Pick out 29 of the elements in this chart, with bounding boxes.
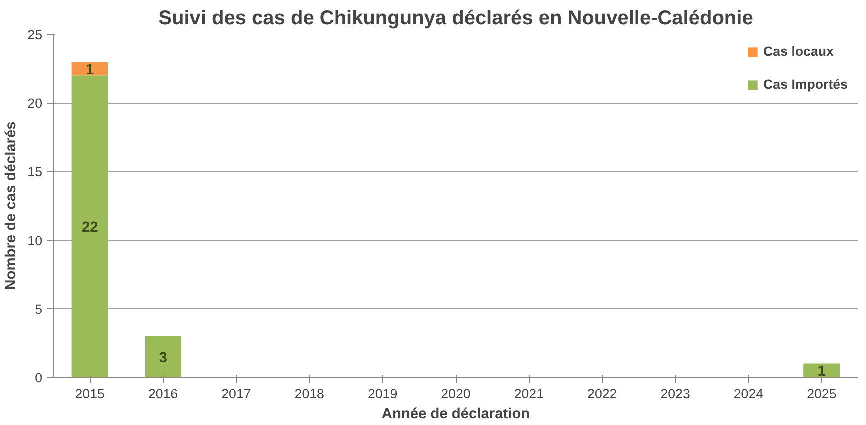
data-label: 22 bbox=[82, 220, 98, 236]
legend-label: Cas Importés bbox=[764, 77, 848, 92]
bar bbox=[144, 336, 182, 378]
chart-title: Suivi des cas de Chikungunya déclarés en Nouvelle-Calédonie bbox=[158, 8, 754, 30]
y-tick-label: 10 bbox=[28, 233, 43, 248]
x-tick-label: 2021 bbox=[514, 386, 544, 402]
data-label: 1 bbox=[86, 62, 94, 78]
data-label: 3 bbox=[159, 350, 168, 366]
x-axis-title: Année de déclaration bbox=[382, 406, 530, 422]
bar bbox=[72, 76, 108, 378]
data-label: 1 bbox=[818, 364, 826, 380]
x-tick-label: 2025 bbox=[807, 386, 837, 402]
x-tick-label: 2020 bbox=[441, 386, 471, 402]
y-tick-label: 25 bbox=[28, 28, 43, 42]
x-tick-label: 2023 bbox=[660, 386, 690, 402]
x-tick-label: 2024 bbox=[734, 386, 764, 402]
legend-label: Cas locaux bbox=[764, 44, 834, 59]
x-tick-label: 2016 bbox=[148, 386, 178, 402]
y-axis-title: Nombre de cas déclarés bbox=[4, 122, 20, 290]
y-tick-label: 20 bbox=[28, 96, 43, 112]
x-tick-label: 2018 bbox=[294, 386, 324, 402]
bar bbox=[72, 62, 108, 76]
y-tick-label: 0 bbox=[35, 370, 43, 386]
y-tick-label: 15 bbox=[28, 164, 43, 180]
x-tick-label: 2015 bbox=[75, 386, 105, 402]
y-tick-label: 5 bbox=[35, 302, 43, 317]
x-tick-label: 2019 bbox=[368, 386, 398, 402]
x-tick-label: 2017 bbox=[222, 386, 252, 402]
x-tick-label: 2022 bbox=[588, 386, 618, 402]
